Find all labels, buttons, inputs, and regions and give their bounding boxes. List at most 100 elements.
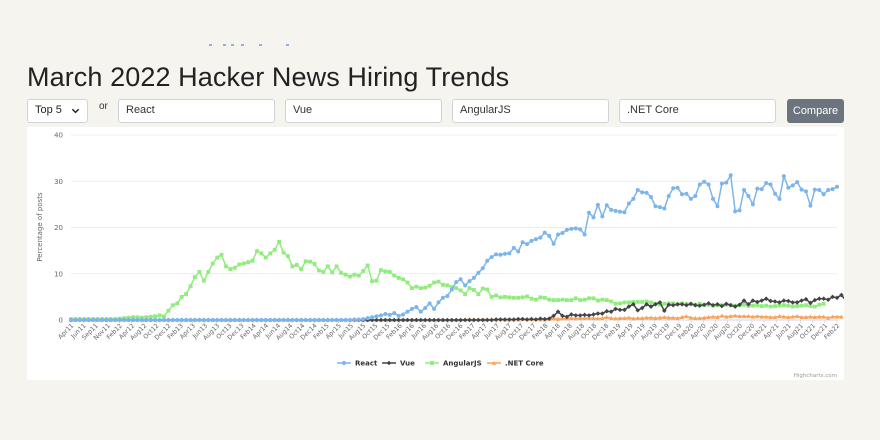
point-react[interactable]: [201, 318, 206, 322]
point-react[interactable]: [737, 208, 742, 213]
point-angularjs[interactable]: [578, 298, 583, 303]
point-react[interactable]: [502, 251, 507, 256]
point-react[interactable]: [330, 318, 335, 322]
point-react[interactable]: [312, 318, 317, 322]
point-react[interactable]: [808, 203, 813, 208]
point-react[interactable]: [91, 318, 96, 322]
point-react[interactable]: [471, 275, 476, 280]
point-netcore[interactable]: [577, 315, 583, 320]
point-netcore[interactable]: [763, 314, 769, 319]
point-angularjs[interactable]: [467, 286, 472, 290]
point-netcore[interactable]: [604, 314, 609, 320]
point-react[interactable]: [82, 318, 87, 322]
point-react[interactable]: [556, 232, 561, 237]
point-angularjs[interactable]: [325, 264, 330, 269]
point-vue[interactable]: [666, 302, 672, 308]
point-react[interactable]: [684, 191, 689, 196]
point-vue[interactable]: [414, 317, 419, 323]
point-angularjs[interactable]: [126, 315, 131, 320]
point-angularjs[interactable]: [224, 264, 228, 269]
point-angularjs[interactable]: [427, 283, 432, 288]
point-angularjs[interactable]: [613, 301, 618, 306]
point-vue[interactable]: [577, 313, 583, 318]
point-react[interactable]: [702, 179, 707, 184]
point-react[interactable]: [396, 313, 401, 318]
point-angularjs[interactable]: [410, 286, 414, 290]
point-netcore[interactable]: [639, 315, 645, 320]
point-vue[interactable]: [821, 296, 827, 302]
point-react[interactable]: [821, 192, 826, 197]
point-netcore[interactable]: [679, 314, 685, 320]
point-angularjs[interactable]: [560, 297, 565, 302]
point-react[interactable]: [401, 312, 406, 317]
point-react[interactable]: [343, 318, 348, 322]
point-vue[interactable]: [383, 317, 388, 323]
point-netcore[interactable]: [746, 314, 751, 319]
point-react[interactable]: [356, 317, 361, 322]
point-netcore[interactable]: [821, 314, 826, 319]
point-vue[interactable]: [794, 300, 800, 305]
point-angularjs[interactable]: [755, 303, 760, 308]
point-angularjs[interactable]: [374, 278, 379, 283]
point-vue[interactable]: [520, 316, 525, 322]
point-react[interactable]: [799, 187, 804, 192]
point-angularjs[interactable]: [494, 293, 498, 298]
point-angularjs[interactable]: [184, 292, 189, 296]
point-angularjs[interactable]: [148, 314, 153, 319]
point-angularjs[interactable]: [215, 255, 220, 260]
point-angularjs[interactable]: [817, 302, 822, 307]
point-react[interactable]: [259, 318, 264, 322]
point-react[interactable]: [175, 318, 180, 322]
point-angularjs[interactable]: [175, 301, 180, 306]
point-vue[interactable]: [830, 294, 835, 300]
point-angularjs[interactable]: [201, 278, 206, 283]
point-vue[interactable]: [498, 317, 503, 322]
point-react[interactable]: [113, 318, 118, 322]
point-vue[interactable]: [675, 301, 680, 307]
point-vue[interactable]: [586, 313, 592, 318]
point-angularjs[interactable]: [228, 267, 233, 272]
point-angularjs[interactable]: [162, 314, 166, 319]
point-react[interactable]: [285, 318, 290, 322]
point-netcore[interactable]: [741, 314, 747, 319]
legend-item-vue[interactable]: Vue: [382, 360, 415, 368]
point-vue[interactable]: [560, 313, 565, 319]
point-netcore[interactable]: [688, 315, 694, 320]
point-netcore[interactable]: [768, 314, 773, 320]
point-angularjs[interactable]: [219, 252, 224, 257]
point-react[interactable]: [582, 232, 587, 237]
point-angularjs[interactable]: [480, 286, 485, 291]
point-netcore[interactable]: [834, 314, 840, 319]
point-react[interactable]: [759, 187, 764, 192]
point-netcore[interactable]: [693, 315, 698, 320]
point-vue[interactable]: [529, 316, 534, 322]
point-react[interactable]: [206, 318, 211, 322]
point-vue[interactable]: [648, 304, 654, 309]
point-angularjs[interactable]: [370, 279, 374, 284]
point-react[interactable]: [86, 318, 91, 322]
point-react[interactable]: [277, 318, 282, 322]
point-vue[interactable]: [422, 317, 428, 323]
point-vue[interactable]: [812, 297, 818, 303]
point-react[interactable]: [184, 318, 189, 322]
point-react[interactable]: [436, 300, 441, 305]
point-angularjs[interactable]: [206, 270, 211, 274]
point-react[interactable]: [254, 318, 259, 322]
point-vue[interactable]: [502, 317, 508, 322]
point-netcore[interactable]: [715, 314, 720, 320]
point-netcore[interactable]: [697, 315, 702, 320]
point-vue[interactable]: [746, 301, 751, 307]
point-angularjs[interactable]: [547, 297, 552, 302]
point-react[interactable]: [197, 318, 202, 322]
point-vue[interactable]: [573, 313, 579, 318]
point-vue[interactable]: [387, 317, 393, 323]
point-react[interactable]: [117, 318, 122, 322]
point-angularjs[interactable]: [441, 282, 445, 287]
point-vue[interactable]: [763, 296, 769, 302]
point-angularjs[interactable]: [436, 279, 441, 284]
point-react[interactable]: [573, 226, 578, 231]
point-react[interactable]: [680, 192, 685, 197]
point-vue[interactable]: [688, 301, 694, 307]
point-vue[interactable]: [825, 297, 831, 302]
point-react[interactable]: [755, 186, 760, 191]
